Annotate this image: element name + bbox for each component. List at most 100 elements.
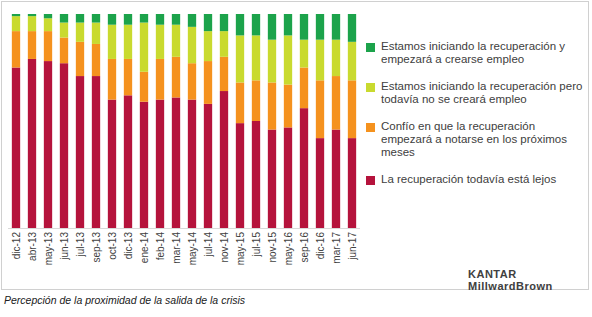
x-tick-label: sep-13 [91,232,102,263]
logo: KANTAR MillwardBrown [468,268,592,292]
bar-segment [204,31,212,61]
x-tick-label: jul-14 [203,232,214,258]
bar-segment [204,14,212,31]
bar-segment [332,14,340,40]
bar-segment [76,14,84,23]
bar-segment [44,61,52,228]
bar-segment [284,14,292,35]
legend-item: Estamos iniciando la recuperación y empe… [366,40,584,66]
bar-segment [204,61,212,104]
legend-item: Confío en que la recuperación empezará a… [366,120,584,159]
legend-item: Estamos iniciando la recuperación pero t… [366,80,584,106]
legend-text: Confío en que la recuperación empezará a… [381,120,584,159]
bar-segment [108,100,116,228]
bar-segment [172,14,180,25]
x-tick-label: dic-16 [315,232,326,260]
bar-segment [268,82,276,129]
bar-segment [124,25,132,59]
baseline [8,228,360,229]
bar-segment [28,31,36,59]
bar-segment [332,130,340,228]
x-tick-label: dic-13 [123,232,134,260]
bar-segment [12,16,20,31]
bar-segment [252,80,260,121]
x-tick-label: mar-17 [331,232,342,264]
bar-segment [12,31,20,67]
bar-segment [44,14,52,18]
legend-text: La recuperación todavía está lejos [381,173,556,186]
x-tick-label: jul-13 [75,232,86,258]
caption: Percepción de la proximidad de la salida… [4,294,245,306]
bar-segment [252,14,260,35]
bar-segment [124,95,132,228]
bar-segment [44,18,52,31]
bar-segment [76,42,84,76]
bar-segment [28,59,36,228]
bar-segment [140,23,148,72]
bar-segment [236,123,244,228]
bar-segment [92,44,100,76]
bar-segment [60,38,68,64]
x-tick-label: nov-15 [267,232,278,263]
bar-segment [220,31,228,57]
bar-segment [28,16,36,31]
x-tick-label: may-15 [235,232,246,266]
x-tick-label: may-13 [43,232,54,266]
bar-segment [76,23,84,42]
bar-segment [348,80,356,138]
bar-segment [348,138,356,228]
bar-segment [92,76,100,228]
legend-swatch [366,123,375,132]
x-tick-label: jul-15 [251,232,262,258]
bar-segment [60,63,68,228]
bar-segment [220,91,228,228]
bar-segment [220,14,228,31]
bar-segment [60,23,68,38]
bar-segment [252,121,260,228]
bar-segment [172,25,180,57]
bar-segment [332,76,340,130]
bar-segment [268,14,276,40]
bar-segment [124,14,132,25]
legend-text: Estamos iniciando la recuperación y empe… [381,40,584,66]
bar-segment [156,59,164,100]
bar-segment [140,14,148,23]
x-tick-label: jun-13 [59,232,70,261]
bar-segment [284,85,292,128]
bar-segment [188,63,196,99]
bar-segment [188,27,196,63]
legend-text: Estamos iniciando la recuperación pero t… [381,80,584,106]
bars [12,14,356,228]
legend-swatch [366,176,375,185]
bar-segment [300,108,308,228]
x-tick-label: dic-12 [11,232,22,260]
bar-segment [12,14,20,16]
bar-segment [316,80,324,138]
bar-segment [300,14,308,40]
bar-segment [172,57,180,98]
legend: Estamos iniciando la recuperación y empe… [366,40,584,200]
bar-segment [92,14,100,23]
x-tick-label: may-16 [283,232,294,266]
legend-swatch [366,83,375,92]
bar-segment [108,59,116,100]
bar-segment [44,31,52,61]
x-tick-label: may-14 [187,232,198,266]
x-tick-label: oct-13 [107,232,118,260]
x-tick-label: sep-16 [299,232,310,263]
bar-segment [316,40,324,81]
legend-swatch [366,43,375,52]
bar-segment [140,72,148,102]
bar-segment [252,35,260,80]
bar-segment [332,40,340,76]
bar-segment [284,35,292,84]
bar-segment [284,127,292,228]
bar-segment [108,14,116,25]
bar-segment [28,14,36,16]
bar-segment [156,14,164,25]
bar-segment [316,138,324,228]
bar-segment [188,14,196,27]
bar-segment [220,57,228,91]
bar-segment [156,25,164,59]
bar-segment [204,104,212,228]
